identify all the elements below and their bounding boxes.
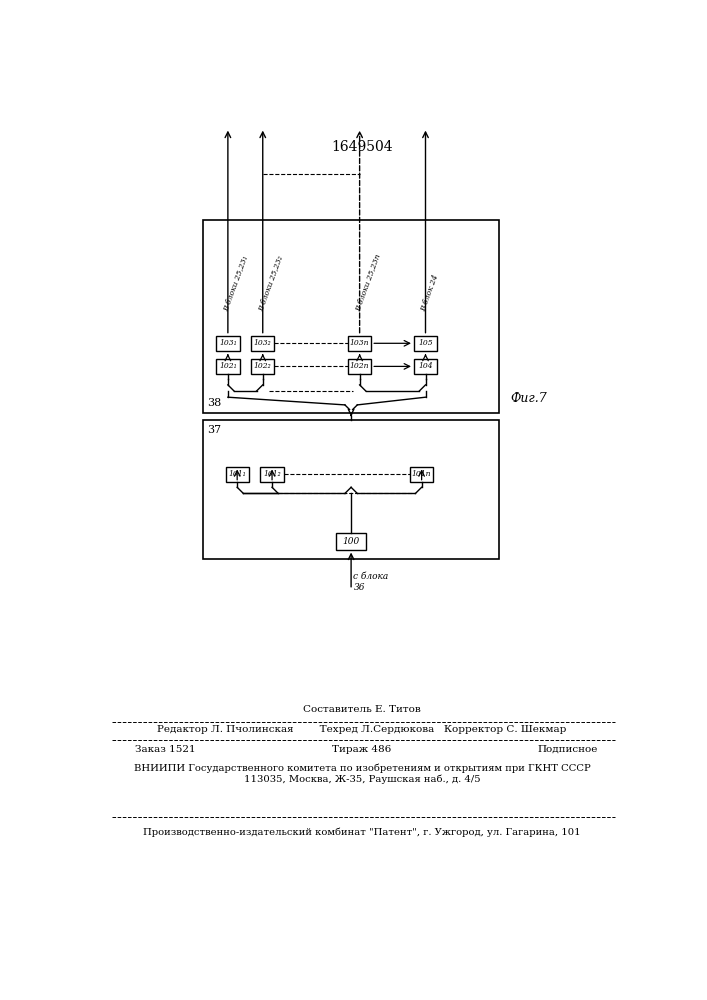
Text: 38: 38 [207,398,221,408]
Text: В блоки 25,23n: В блоки 25,23n [354,253,382,312]
Text: 103₂: 103₂ [254,339,271,347]
Text: В блоки 25,23₁: В блоки 25,23₁ [222,255,250,312]
Text: 105: 105 [418,339,433,347]
Bar [251,359,274,374]
Text: 101n: 101n [412,470,431,478]
Text: 37: 37 [207,425,221,435]
Text: 100: 100 [342,537,360,546]
Text: 103₁: 103₁ [219,339,237,347]
Text: В блок 24: В блок 24 [419,273,440,312]
Text: 1649504: 1649504 [331,140,393,154]
Bar [414,336,437,351]
Bar [216,359,240,374]
Bar [216,336,240,351]
Text: 104: 104 [418,362,433,370]
Text: Тираж 486: Тираж 486 [332,745,392,754]
Text: ВНИИПИ Государственного комитета по изобретениям и открытиям при ГКНТ СССР: ВНИИПИ Государственного комитета по изоб… [134,764,590,773]
Text: 101₁: 101₁ [228,470,246,478]
Text: Фиг.7: Фиг.7 [510,392,547,405]
Text: 102n: 102n [350,362,369,370]
Text: Редактор Л. Пчолинская        Техред Л.Сердюкова   Корректор С. Шекмар: Редактор Л. Пчолинская Техред Л.Сердюков… [157,725,566,734]
Text: 102₁: 102₁ [219,362,237,370]
Bar [260,466,284,482]
Bar [337,533,366,550]
Text: 103n: 103n [350,339,369,347]
Text: Производственно-издательский комбинат "Патент", г. Ужгород, ул. Гагарина, 101: Производственно-издательский комбинат "П… [143,828,580,837]
Text: 102₂: 102₂ [254,362,271,370]
Bar [203,420,499,559]
Bar [348,336,371,351]
Bar [414,359,437,374]
Bar [348,359,371,374]
Text: В блоки 25,23₂: В блоки 25,23₂ [257,255,284,312]
Text: 113035, Москва, Ж-35, Раушская наб., д. 4/5: 113035, Москва, Ж-35, Раушская наб., д. … [244,774,480,784]
Bar [251,336,274,351]
Bar [226,466,249,482]
Text: 101₂: 101₂ [263,470,281,478]
Bar [410,466,433,482]
Text: с блока
36: с блока 36 [354,572,389,592]
Bar [203,220,499,413]
Text: Подписное: Подписное [538,745,598,754]
Text: Составитель Е. Титов: Составитель Е. Титов [303,705,421,714]
Text: Заказ 1521: Заказ 1521 [135,745,196,754]
